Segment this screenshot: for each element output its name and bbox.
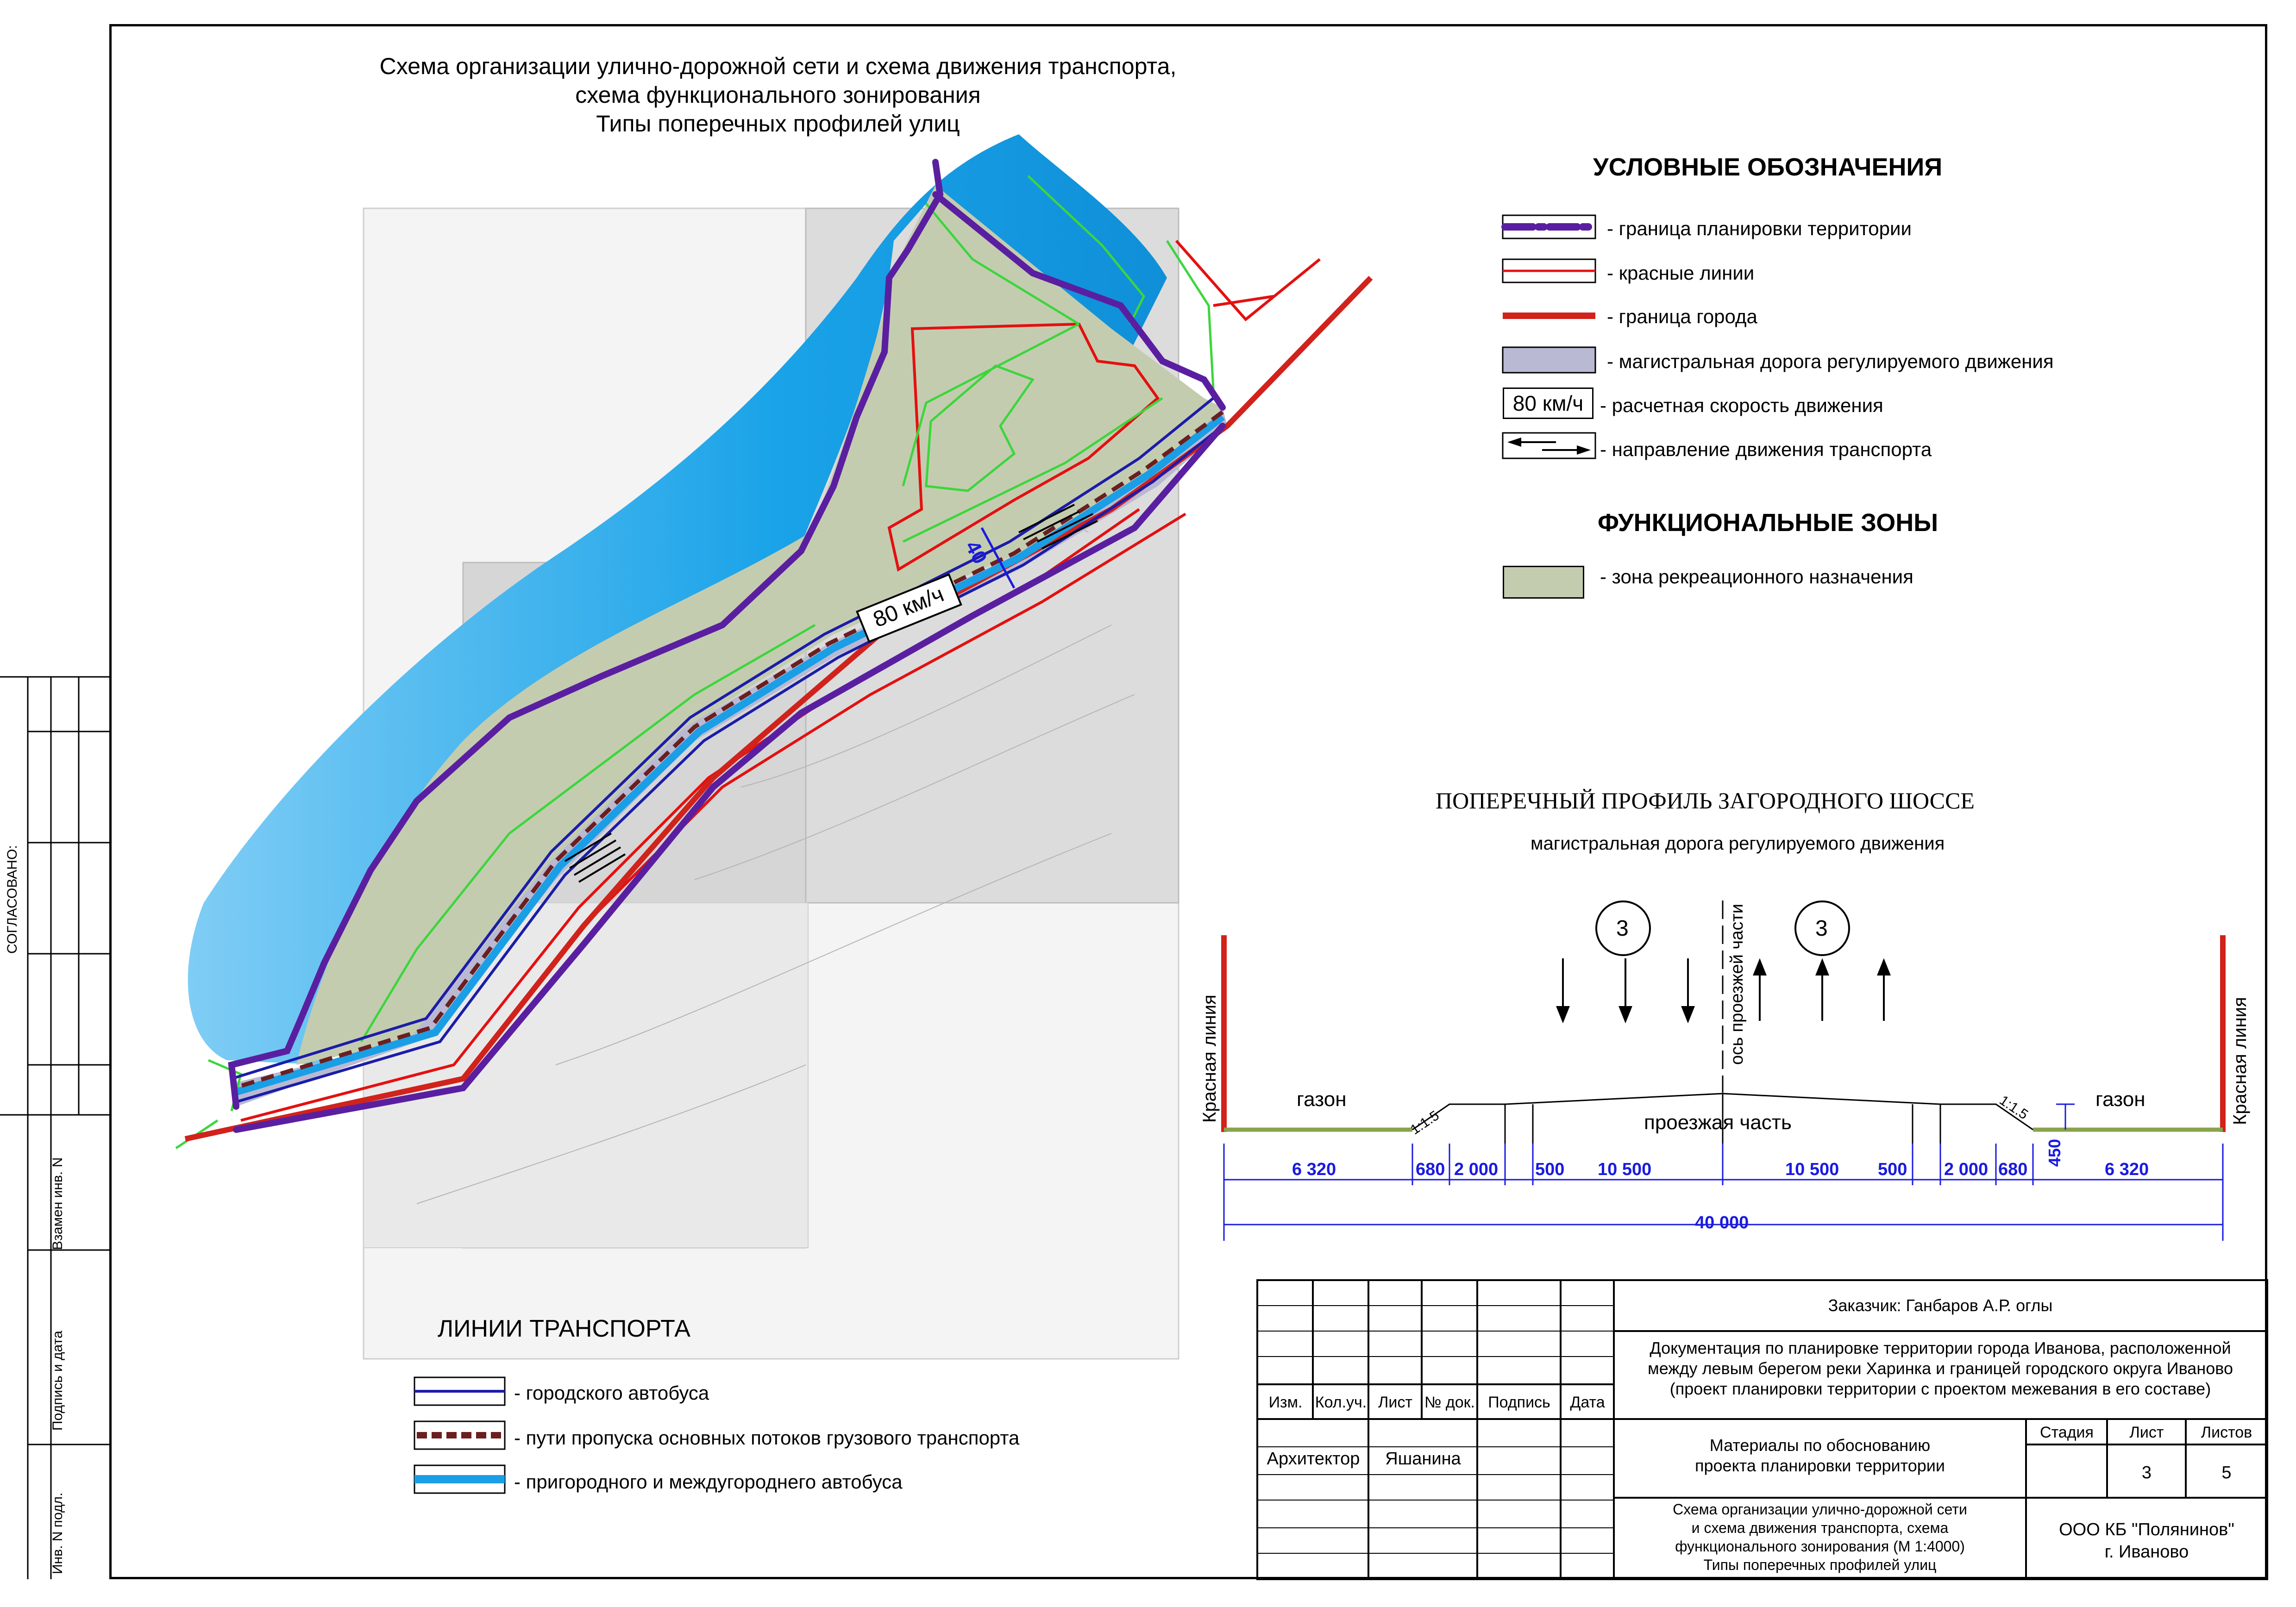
org-line-2: г. Иваново <box>2104 1542 2189 1562</box>
stamp-materials: Материалы по обоснованию проекта планиро… <box>1616 1435 2024 1476</box>
legend-city-border: - граница города <box>1607 306 1757 327</box>
direction-arrows-map <box>564 504 1098 883</box>
legend-recreation: - зона рекреационного назначения <box>1600 566 1913 588</box>
stamp-sheets-header: Листов <box>2201 1424 2252 1441</box>
sheet-title-1: Схема организации улично-дорожной сети <box>1673 1501 1967 1518</box>
red-line-branch <box>1175 240 1321 322</box>
stamp-stage-header: Стадия <box>2040 1424 2094 1441</box>
transport-intercity-bus: - пригородного и междугороднего автобуса <box>514 1471 903 1493</box>
zones-heading: ФУНКЦИОНАЛЬНЫЕ ЗОНЫ <box>1598 509 1938 537</box>
doc-line-2: между левым берегом реки Харинка и грани… <box>1648 1359 2233 1378</box>
transport-freight: - пути пропуска основных потоков грузово… <box>514 1427 1020 1449</box>
city-bus-line <box>231 397 1223 1103</box>
stamp-customer: Заказчик: Ганбаров А.Р. оглы <box>1828 1296 2053 1315</box>
title-line-2: схема функционального зонирования <box>575 82 981 108</box>
river-water <box>188 134 1167 1065</box>
legend-planning-boundary: - граница планировки территории <box>1607 218 1912 239</box>
doc-line-1: Документация по планировке территории го… <box>1650 1338 2231 1357</box>
dim-7: 500 <box>1878 1160 1907 1179</box>
green-inner-contour <box>925 364 1035 492</box>
side-strip <box>0 676 109 1579</box>
dim-10: 6 320 <box>2105 1160 2149 1179</box>
stamp-sheet: 3 <box>2141 1463 2152 1482</box>
stamp-sheet-header: Лист <box>2129 1424 2164 1441</box>
legend-recreation-swatch <box>1503 566 1584 599</box>
stamp-sheet-title: Схема организации улично-дорожной сети и… <box>1616 1500 2024 1574</box>
map-title: Схема организации улично-дорожной сети и… <box>361 52 1195 138</box>
title-line-1: Схема организации улично-дорожной сети и… <box>379 53 1177 79</box>
hdr-kol: Кол.уч. <box>1315 1394 1367 1411</box>
legend-speed-badge: 80 км/ч <box>1503 388 1593 419</box>
dim-2: 680 <box>1416 1160 1445 1179</box>
dim-1: 6 320 <box>1292 1160 1336 1179</box>
lanes-left: 3 <box>1616 916 1629 941</box>
stamp-org: ООО КБ "Полянинов" г. Иваново <box>2027 1519 2266 1563</box>
materials-line-1: Материалы по обоснованию <box>1709 1436 1931 1455</box>
dim-9: 680 <box>1998 1160 2028 1179</box>
red-line-inner <box>887 322 1160 572</box>
carriageway-label: проезжая часть <box>1644 1111 1792 1134</box>
profile-title: ПОПЕРЕЧНЫЙ ПРОФИЛЬ ЗАГОРОДНОГО ШОССЕ <box>1436 788 1975 813</box>
doc-line-3: (проект планировки территории с проектом… <box>1669 1379 2211 1398</box>
stamp-sheets: 5 <box>2221 1463 2232 1482</box>
dim-total: 40 000 <box>1695 1213 1749 1232</box>
hdr-date: Дата <box>1570 1394 1605 1411</box>
profile-subtitle: магистральная дорога регулируемого движе… <box>1531 833 1945 854</box>
legend-speed: - расчетная скорость движения <box>1600 394 1883 416</box>
planning-boundary <box>228 159 1226 1133</box>
hdr-sign: Подпись <box>1488 1394 1550 1411</box>
title-line-3: Типы поперечных профилей улиц <box>596 111 960 137</box>
green-lines <box>175 175 1215 1150</box>
lawn-right-label: газон <box>2095 1088 2145 1111</box>
stamp-person: Яшанина <box>1385 1449 1461 1469</box>
org-line-1: ООО КБ "Полянинов" <box>2059 1520 2234 1539</box>
stamp-doc: Документация по планировке территории го… <box>1616 1338 2265 1399</box>
width-dim-line <box>980 527 1016 589</box>
legend-direction: - направление движения транспорта <box>1600 438 1932 460</box>
dim-8: 2 000 <box>1944 1160 1989 1179</box>
drawing-frame <box>109 24 2267 1579</box>
recreation-zone <box>296 185 1223 1065</box>
hdr-list: Лист <box>1378 1394 1412 1411</box>
hdr-doc: № док. <box>1424 1394 1475 1411</box>
lawn-left-label: газон <box>1297 1088 1347 1111</box>
sheet-title-4: Типы поперечных профилей улиц <box>1703 1557 1937 1573</box>
lanes-right: 3 <box>1815 916 1828 941</box>
sheet-title-3: функционального зонирования (М 1:4000) <box>1675 1538 1965 1555</box>
legend-red-lines: - красные линии <box>1607 262 1755 284</box>
transport-swatches <box>414 1376 506 1494</box>
lane-arrows <box>1556 958 1891 1024</box>
legend-swatches <box>1501 214 1597 459</box>
transport-heading: ЛИНИИ ТРАНСПОРТА <box>438 1315 690 1342</box>
dim-5: 10 500 <box>1598 1160 1652 1179</box>
hdr-izm: Изм. <box>1268 1394 1303 1411</box>
legend-heading: УСЛОВНЫЕ ОБОЗНАЧЕНИЯ <box>1593 153 1943 181</box>
legend-main-road: - магистральная дорога регулируемого дви… <box>1607 350 2054 372</box>
stamp-role: Архитектор <box>1267 1449 1360 1469</box>
dim-6: 10 500 <box>1785 1160 1839 1179</box>
sheet-title-2: и схема движения транспорта, схема <box>1691 1519 1949 1536</box>
transport-city-bus: - городского автобуса <box>514 1382 709 1404</box>
freight-line <box>233 410 1224 1090</box>
dim-3: 2 000 <box>1454 1160 1499 1179</box>
intercity-bus-line <box>232 413 1225 1096</box>
dim-4: 500 <box>1535 1160 1565 1179</box>
materials-line-2: проекта планировки территории <box>1695 1456 1945 1475</box>
